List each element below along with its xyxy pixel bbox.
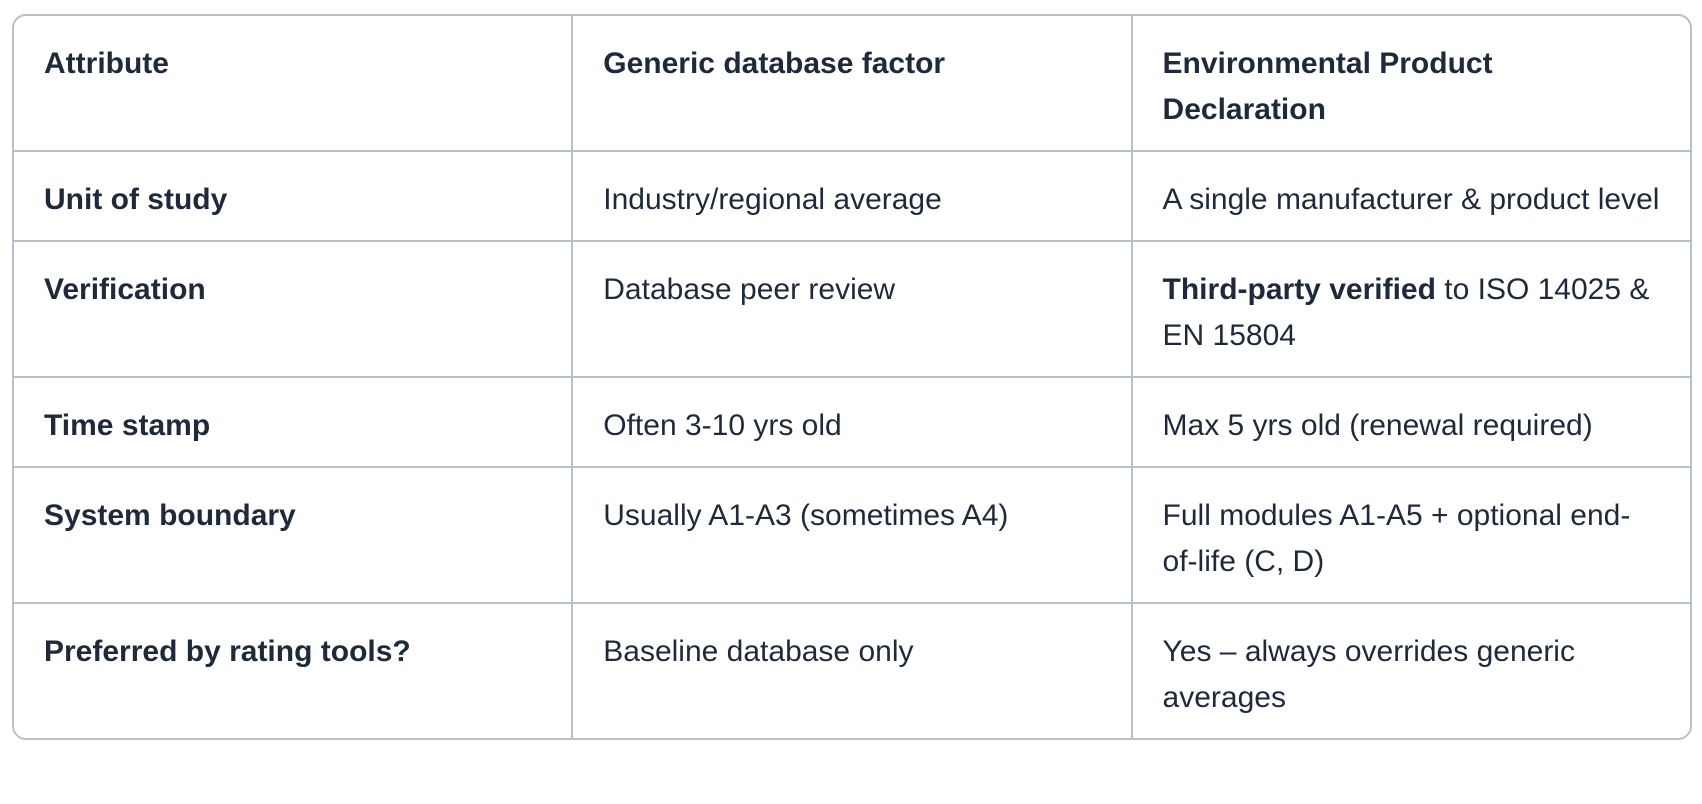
table-row-system-boundary: System boundary Usually A1-A3 (sometimes…: [14, 468, 1690, 604]
column-header-environmental-product-declaration: Environmental Product Declaration: [1132, 16, 1690, 152]
generic-factor-cell: Database peer review: [573, 242, 1133, 378]
epd-cell: Third-party verified to ISO 14025 & EN 1…: [1132, 242, 1690, 378]
comparison-table: Attribute Generic database factor Enviro…: [12, 14, 1692, 740]
column-header-attribute: Attribute: [14, 16, 574, 152]
table-header: Attribute Generic database factor Enviro…: [14, 16, 1690, 152]
generic-factor-cell: Industry/regional average: [573, 152, 1133, 242]
generic-factor-cell: Usually A1-A3 (sometimes A4): [573, 468, 1133, 604]
attribute-cell: Verification: [14, 242, 574, 378]
epd-bold-text: Third-party verified: [1162, 273, 1436, 306]
table-row-time-stamp: Time stamp Often 3-10 yrs old Max 5 yrs …: [14, 378, 1690, 468]
epd-cell: A single manufacturer & product level: [1132, 152, 1690, 242]
epd-rest-text: to ISO 14025 & EN 15804: [1162, 273, 1650, 352]
table-body: Unit of study Industry/regional average …: [14, 152, 1690, 738]
epd-cell: Yes – always overrides generic averages: [1162, 635, 1575, 714]
attribute-cell: Preferred by rating tools?: [14, 604, 574, 738]
column-header-generic-database-factor: Generic database factor: [573, 16, 1133, 152]
table-row-verification: Verification Database peer review Third-…: [14, 242, 1690, 378]
attribute-cell: System boundary: [14, 468, 574, 604]
header-row: Attribute Generic database factor Enviro…: [14, 16, 1690, 152]
table-row-unit-of-study: Unit of study Industry/regional average …: [14, 152, 1690, 242]
attribute-cell: Time stamp: [14, 378, 574, 468]
attribute-cell: Unit of study: [14, 152, 574, 242]
epd-cell: Full modules A1-A5 + optional end-of-lif…: [1132, 468, 1690, 604]
generic-factor-cell: Often 3-10 yrs old: [573, 378, 1133, 468]
table-row-preferred-by-rating-tools: Preferred by rating tools? Baseline data…: [14, 604, 1690, 738]
generic-factor-cell: Baseline database only: [573, 604, 1133, 738]
epd-cell: Max 5 yrs old (renewal required): [1132, 378, 1690, 468]
